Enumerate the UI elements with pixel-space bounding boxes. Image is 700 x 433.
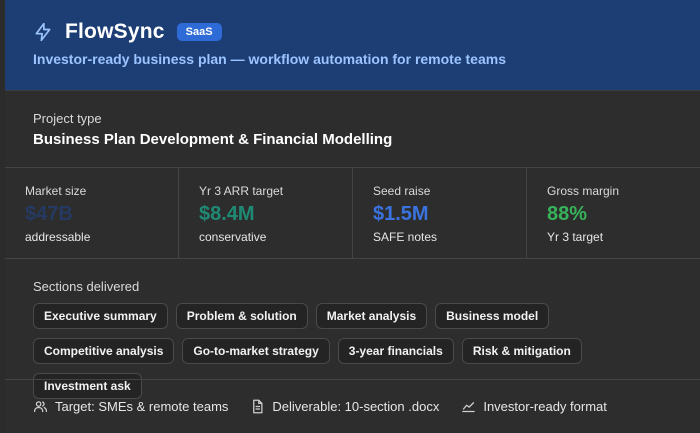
- metric-sub: SAFE notes: [373, 230, 438, 244]
- footer-target-text: Target: SMEs & remote teams: [55, 399, 229, 414]
- footer-target: Target: SMEs & remote teams: [33, 399, 228, 414]
- metric-arr-target: Yr 3 ARR target $8.4M conservative: [179, 168, 353, 258]
- users-icon: [33, 401, 48, 413]
- metric-label: Market size: [25, 184, 87, 198]
- section-chips: Executive summary Problem & solution Mar…: [33, 303, 683, 399]
- project-type-value: Business Plan Development & Financial Mo…: [33, 131, 393, 148]
- tagline: Investor-ready business plan — workflow …: [33, 51, 506, 67]
- metric-label: Gross margin: [547, 184, 620, 198]
- footer-format: Investor-ready format: [461, 399, 607, 414]
- app-name: FlowSync: [65, 20, 165, 43]
- metric-value: $47B: [25, 203, 73, 225]
- category-badge: SaaS: [176, 23, 222, 41]
- metrics-row: Market size $47B addressable Yr 3 ARR ta…: [5, 167, 700, 259]
- document-icon: [253, 399, 263, 414]
- section-chip: Executive summary: [33, 303, 168, 329]
- metric-value: 88%: [547, 203, 588, 225]
- metric-label: Seed raise: [373, 184, 431, 198]
- footer-deliverable: Deliverable: 10-section .docx: [250, 399, 439, 414]
- section-chip: Problem & solution: [175, 303, 308, 329]
- section-chip: Competitive analysis: [33, 338, 175, 364]
- section-chip: Investment ask: [33, 373, 142, 399]
- brand: FlowSync SaaS: [33, 17, 222, 47]
- metric-value: $8.4M: [199, 203, 255, 225]
- project-type-section: Project type Business Plan Development &…: [5, 90, 700, 167]
- section-chip: Go-to-market strategy: [182, 338, 330, 364]
- metric-sub: Yr 3 target: [547, 230, 604, 244]
- metric-gross-margin: Gross margin 88% Yr 3 target: [527, 168, 700, 258]
- section-chip: Risk & mitigation: [461, 338, 582, 364]
- bolt-icon: [35, 22, 51, 42]
- metric-label: Yr 3 ARR target: [199, 184, 284, 198]
- footer-format-text: Investor-ready format: [483, 399, 607, 414]
- footer-deliverable-text: Deliverable: 10-section .docx: [272, 399, 440, 414]
- hero-header: FlowSync SaaS Investor-ready business pl…: [5, 0, 700, 90]
- section-chip: 3-year financials: [337, 338, 454, 364]
- business-plan-card: FlowSync SaaS Investor-ready business pl…: [5, 0, 700, 433]
- section-chip: Business model: [435, 303, 550, 329]
- metric-value: $1.5M: [373, 203, 429, 225]
- metric-sub: addressable: [25, 230, 91, 244]
- sections-delivered: Sections delivered Executive summary Pro…: [5, 259, 700, 399]
- section-chip: Market analysis: [315, 303, 428, 329]
- metric-market-size: Market size $47B addressable: [5, 168, 179, 258]
- metric-sub: conservative: [199, 230, 267, 244]
- sections-title: Sections delivered: [33, 279, 140, 294]
- footer-meta: Target: SMEs & remote teams Deliverable:…: [5, 379, 700, 433]
- chart-trend-icon: [462, 402, 476, 413]
- metric-seed-raise: Seed raise $1.5M SAFE notes: [353, 168, 527, 258]
- project-type-label: Project type: [33, 111, 102, 126]
